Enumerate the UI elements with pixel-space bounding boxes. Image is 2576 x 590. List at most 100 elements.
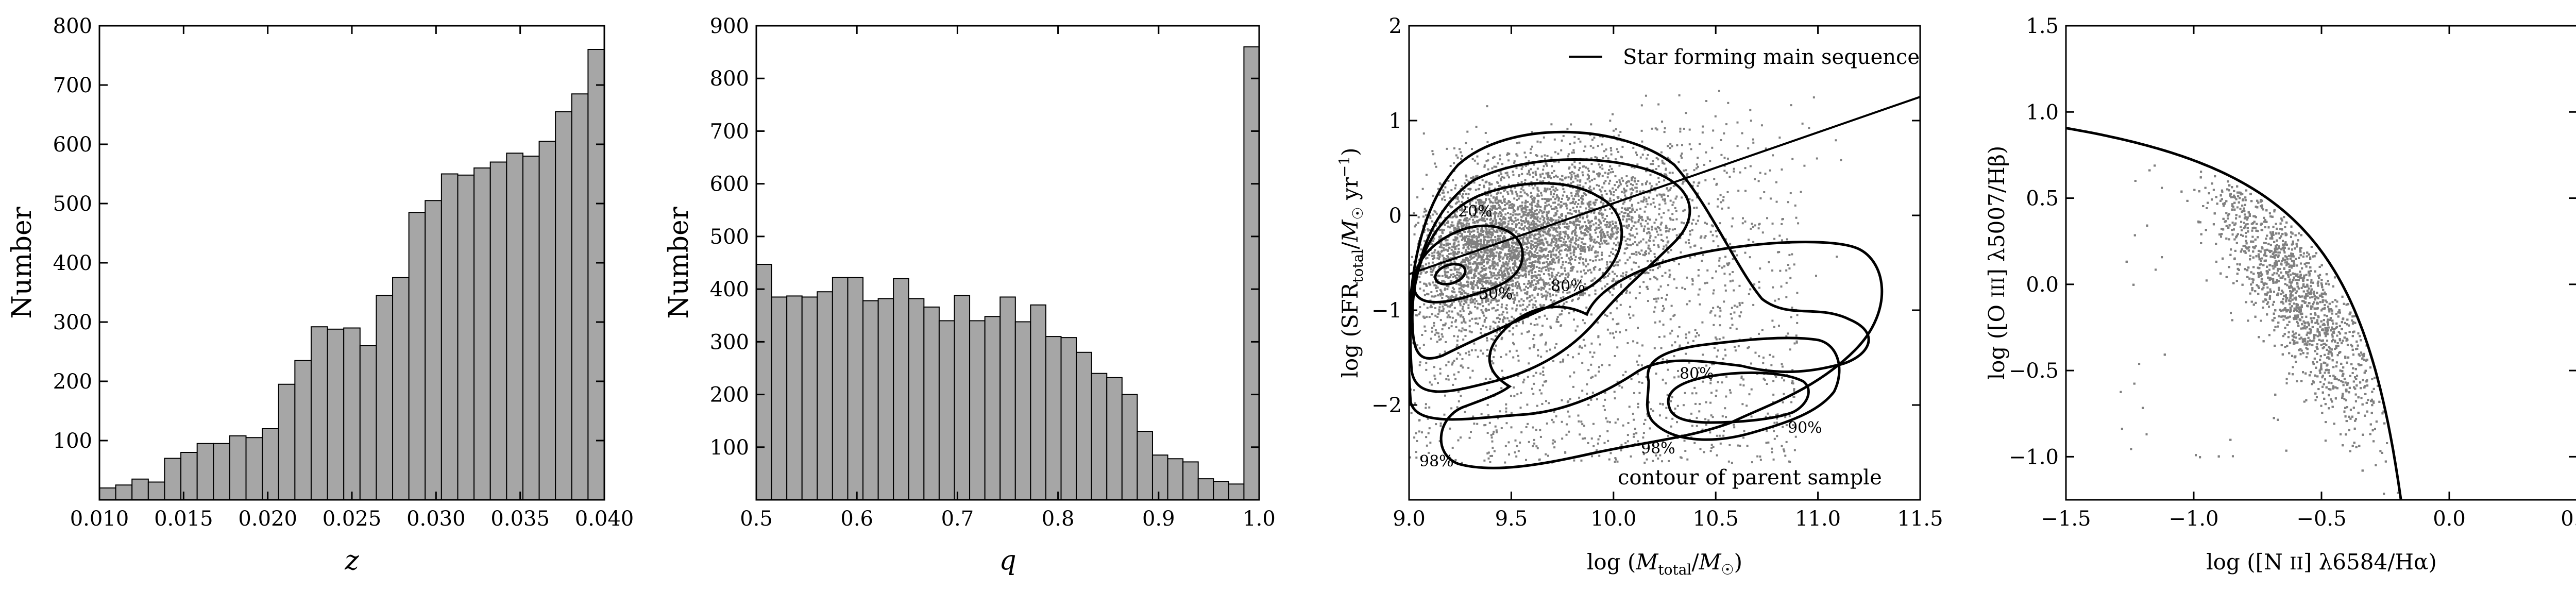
scatter-point	[1466, 220, 1469, 222]
scatter-point	[1531, 145, 1534, 148]
scatter-point	[1591, 179, 1594, 181]
scatter-point	[1775, 376, 1777, 378]
scatter-point	[1777, 325, 1780, 327]
scatter-point	[1461, 322, 1463, 324]
scatter-point	[1655, 373, 1657, 375]
scatter-point	[1422, 266, 1425, 269]
scatter-point	[1534, 261, 1537, 263]
scatter-point	[1482, 233, 1485, 236]
scatter-point	[1529, 173, 1531, 176]
scatter-point	[1626, 184, 1629, 187]
scatter-point	[1598, 259, 1601, 261]
scatter-point	[1551, 275, 1553, 278]
scatter-point	[1634, 241, 1636, 244]
scatter-point	[1443, 195, 1446, 198]
scatter-point	[1666, 359, 1668, 362]
scatter-point	[1526, 246, 1528, 248]
scatter-point	[1467, 246, 1469, 248]
histogram-bar	[196, 443, 214, 500]
scatter-point	[1494, 288, 1497, 290]
scatter-point	[1666, 394, 1669, 396]
scatter-point	[1728, 175, 1731, 178]
scatter-point	[1580, 292, 1583, 295]
scatter-point	[1492, 157, 1495, 159]
scatter-point	[1498, 174, 1500, 177]
scatter-point	[1560, 313, 1563, 315]
scatter-point	[1496, 229, 1498, 232]
scatter-point	[1593, 211, 1596, 213]
scatter-point	[1480, 309, 1483, 311]
scatter-point	[1616, 227, 1619, 229]
scatter-point	[1648, 401, 1650, 403]
scatter-point	[1790, 401, 1793, 403]
scatter-point	[1464, 261, 1466, 263]
scatter-point	[1435, 284, 1438, 287]
scatter-point	[1566, 223, 1569, 226]
scatter-point	[1614, 264, 1617, 266]
scatter-point	[1637, 265, 1640, 268]
scatter-point	[1593, 351, 1596, 354]
scatter-point	[1423, 317, 1426, 319]
scatter-point	[1480, 263, 1482, 265]
scatter-point	[1557, 199, 1560, 202]
scatter-point	[1527, 265, 1530, 267]
scatter-point	[1495, 290, 1497, 293]
scatter-point	[1560, 204, 1563, 207]
scatter-point	[1432, 230, 1435, 233]
scatter-point	[1480, 413, 1483, 415]
scatter-point	[1716, 205, 1719, 208]
scatter-point	[1540, 247, 1543, 249]
scatter-point	[1459, 304, 1462, 307]
scatter-point	[1681, 286, 1684, 289]
scatter-point	[1481, 245, 1484, 248]
scatter-point	[1599, 166, 1602, 168]
scatter-point	[1688, 300, 1691, 302]
scatter-point	[1441, 192, 1444, 194]
scatter-point	[1711, 363, 1714, 366]
scatter-point	[1555, 227, 1558, 230]
scatter-point	[1508, 284, 1511, 286]
scatter-point	[1599, 268, 1602, 271]
scatter-point	[1478, 235, 1480, 238]
scatter-point	[1446, 284, 1448, 287]
scatter-point	[1447, 220, 1449, 223]
scatter-point	[1490, 205, 1493, 208]
scatter-point	[1785, 296, 1788, 298]
scatter-point	[1470, 281, 1472, 284]
scatter-point	[1506, 284, 1509, 286]
scatter-point	[1559, 253, 1562, 256]
scatter-point	[1519, 205, 1522, 207]
scatter-point	[1530, 251, 1533, 254]
scatter-point	[1505, 261, 1507, 263]
scatter-point	[1550, 208, 1553, 210]
scatter-point	[1688, 143, 1691, 146]
scatter-point	[1719, 194, 1722, 196]
scatter-point	[1593, 137, 1596, 139]
scatter-point	[1523, 263, 1526, 265]
scatter-point	[1501, 258, 1504, 260]
scatter-point	[1702, 254, 1704, 256]
scatter-point	[1485, 277, 1487, 279]
scatter-point	[1418, 430, 1420, 433]
scatter-point	[1502, 226, 1504, 229]
scatter-point	[1498, 294, 1500, 296]
scatter-point	[1612, 223, 1615, 225]
scatter-point	[1587, 369, 1590, 372]
scatter-point	[1592, 170, 1595, 173]
scatter-point	[1518, 284, 1520, 287]
scatter-point	[1551, 272, 1553, 274]
scatter-point	[1625, 182, 1628, 184]
histogram-bar	[832, 277, 849, 500]
scatter-point	[1570, 239, 1572, 241]
scatter-point	[1585, 166, 1587, 169]
scatter-point	[1482, 305, 1484, 308]
scatter-point	[1425, 362, 1428, 364]
scatter-point	[1484, 207, 1486, 210]
scatter-point	[1655, 218, 1657, 221]
scatter-point	[1576, 271, 1579, 273]
scatter-point	[1510, 283, 1513, 286]
scatter-point	[1569, 261, 1571, 264]
scatter-point	[1494, 335, 1497, 338]
scatter-point	[1691, 229, 1693, 231]
scatter-point	[1528, 184, 1531, 187]
